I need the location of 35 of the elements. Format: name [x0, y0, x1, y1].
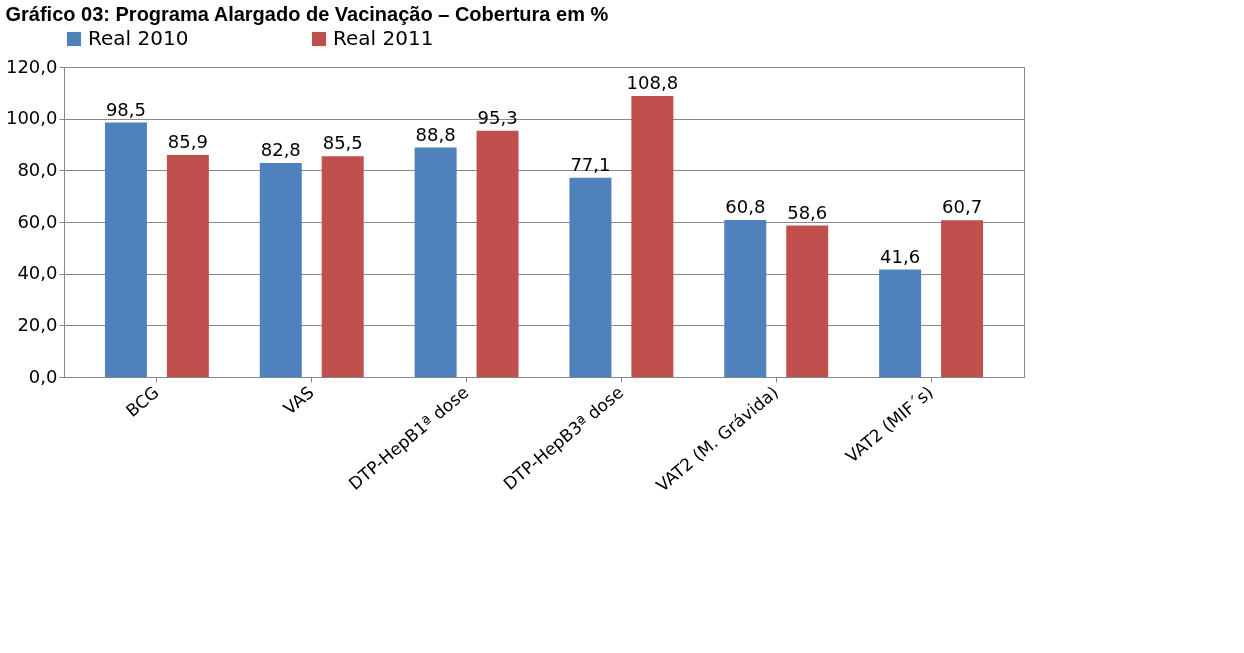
- bar: [569, 177, 612, 377]
- data-label: 60,7: [942, 196, 983, 218]
- y-tick-label: 100,0: [5, 107, 58, 129]
- bar: [259, 163, 302, 377]
- bar: [941, 220, 984, 377]
- data-label: 41,6: [880, 245, 921, 267]
- y-tick-label: 60,0: [17, 210, 58, 232]
- bar: [414, 147, 457, 377]
- data-label: 60,8: [725, 195, 766, 217]
- data-label: 77,1: [570, 153, 611, 175]
- data-label: 58,6: [787, 201, 828, 223]
- y-tick-label: 20,0: [17, 313, 58, 335]
- legend-label: Real 2011: [333, 26, 434, 50]
- bar: [321, 156, 364, 377]
- y-tick-label: 0,0: [28, 365, 58, 387]
- bar: [879, 269, 922, 377]
- data-label: 95,3: [477, 106, 518, 128]
- data-label: 88,8: [415, 123, 456, 145]
- chart-title: Gráfico 03: Programa Alargado de Vacinação – Cobertura em %: [5, 3, 609, 25]
- bar: [631, 95, 674, 377]
- legend-label: Real 2010: [88, 26, 189, 50]
- data-label: 108,8: [626, 71, 679, 93]
- bar: [724, 219, 767, 377]
- bar: [166, 155, 209, 377]
- data-label: 85,5: [322, 132, 363, 154]
- data-label: 98,5: [105, 98, 146, 120]
- x-tick-label: VAS: [279, 382, 318, 419]
- y-tick-label: 120,0: [5, 55, 58, 77]
- data-label: 85,9: [167, 131, 208, 153]
- y-tick-label: 80,0: [17, 158, 58, 180]
- y-tick-label: 40,0: [17, 262, 58, 284]
- bar: [786, 225, 829, 377]
- bar: [104, 122, 147, 377]
- data-label: 82,8: [260, 139, 301, 161]
- bar: [476, 130, 519, 377]
